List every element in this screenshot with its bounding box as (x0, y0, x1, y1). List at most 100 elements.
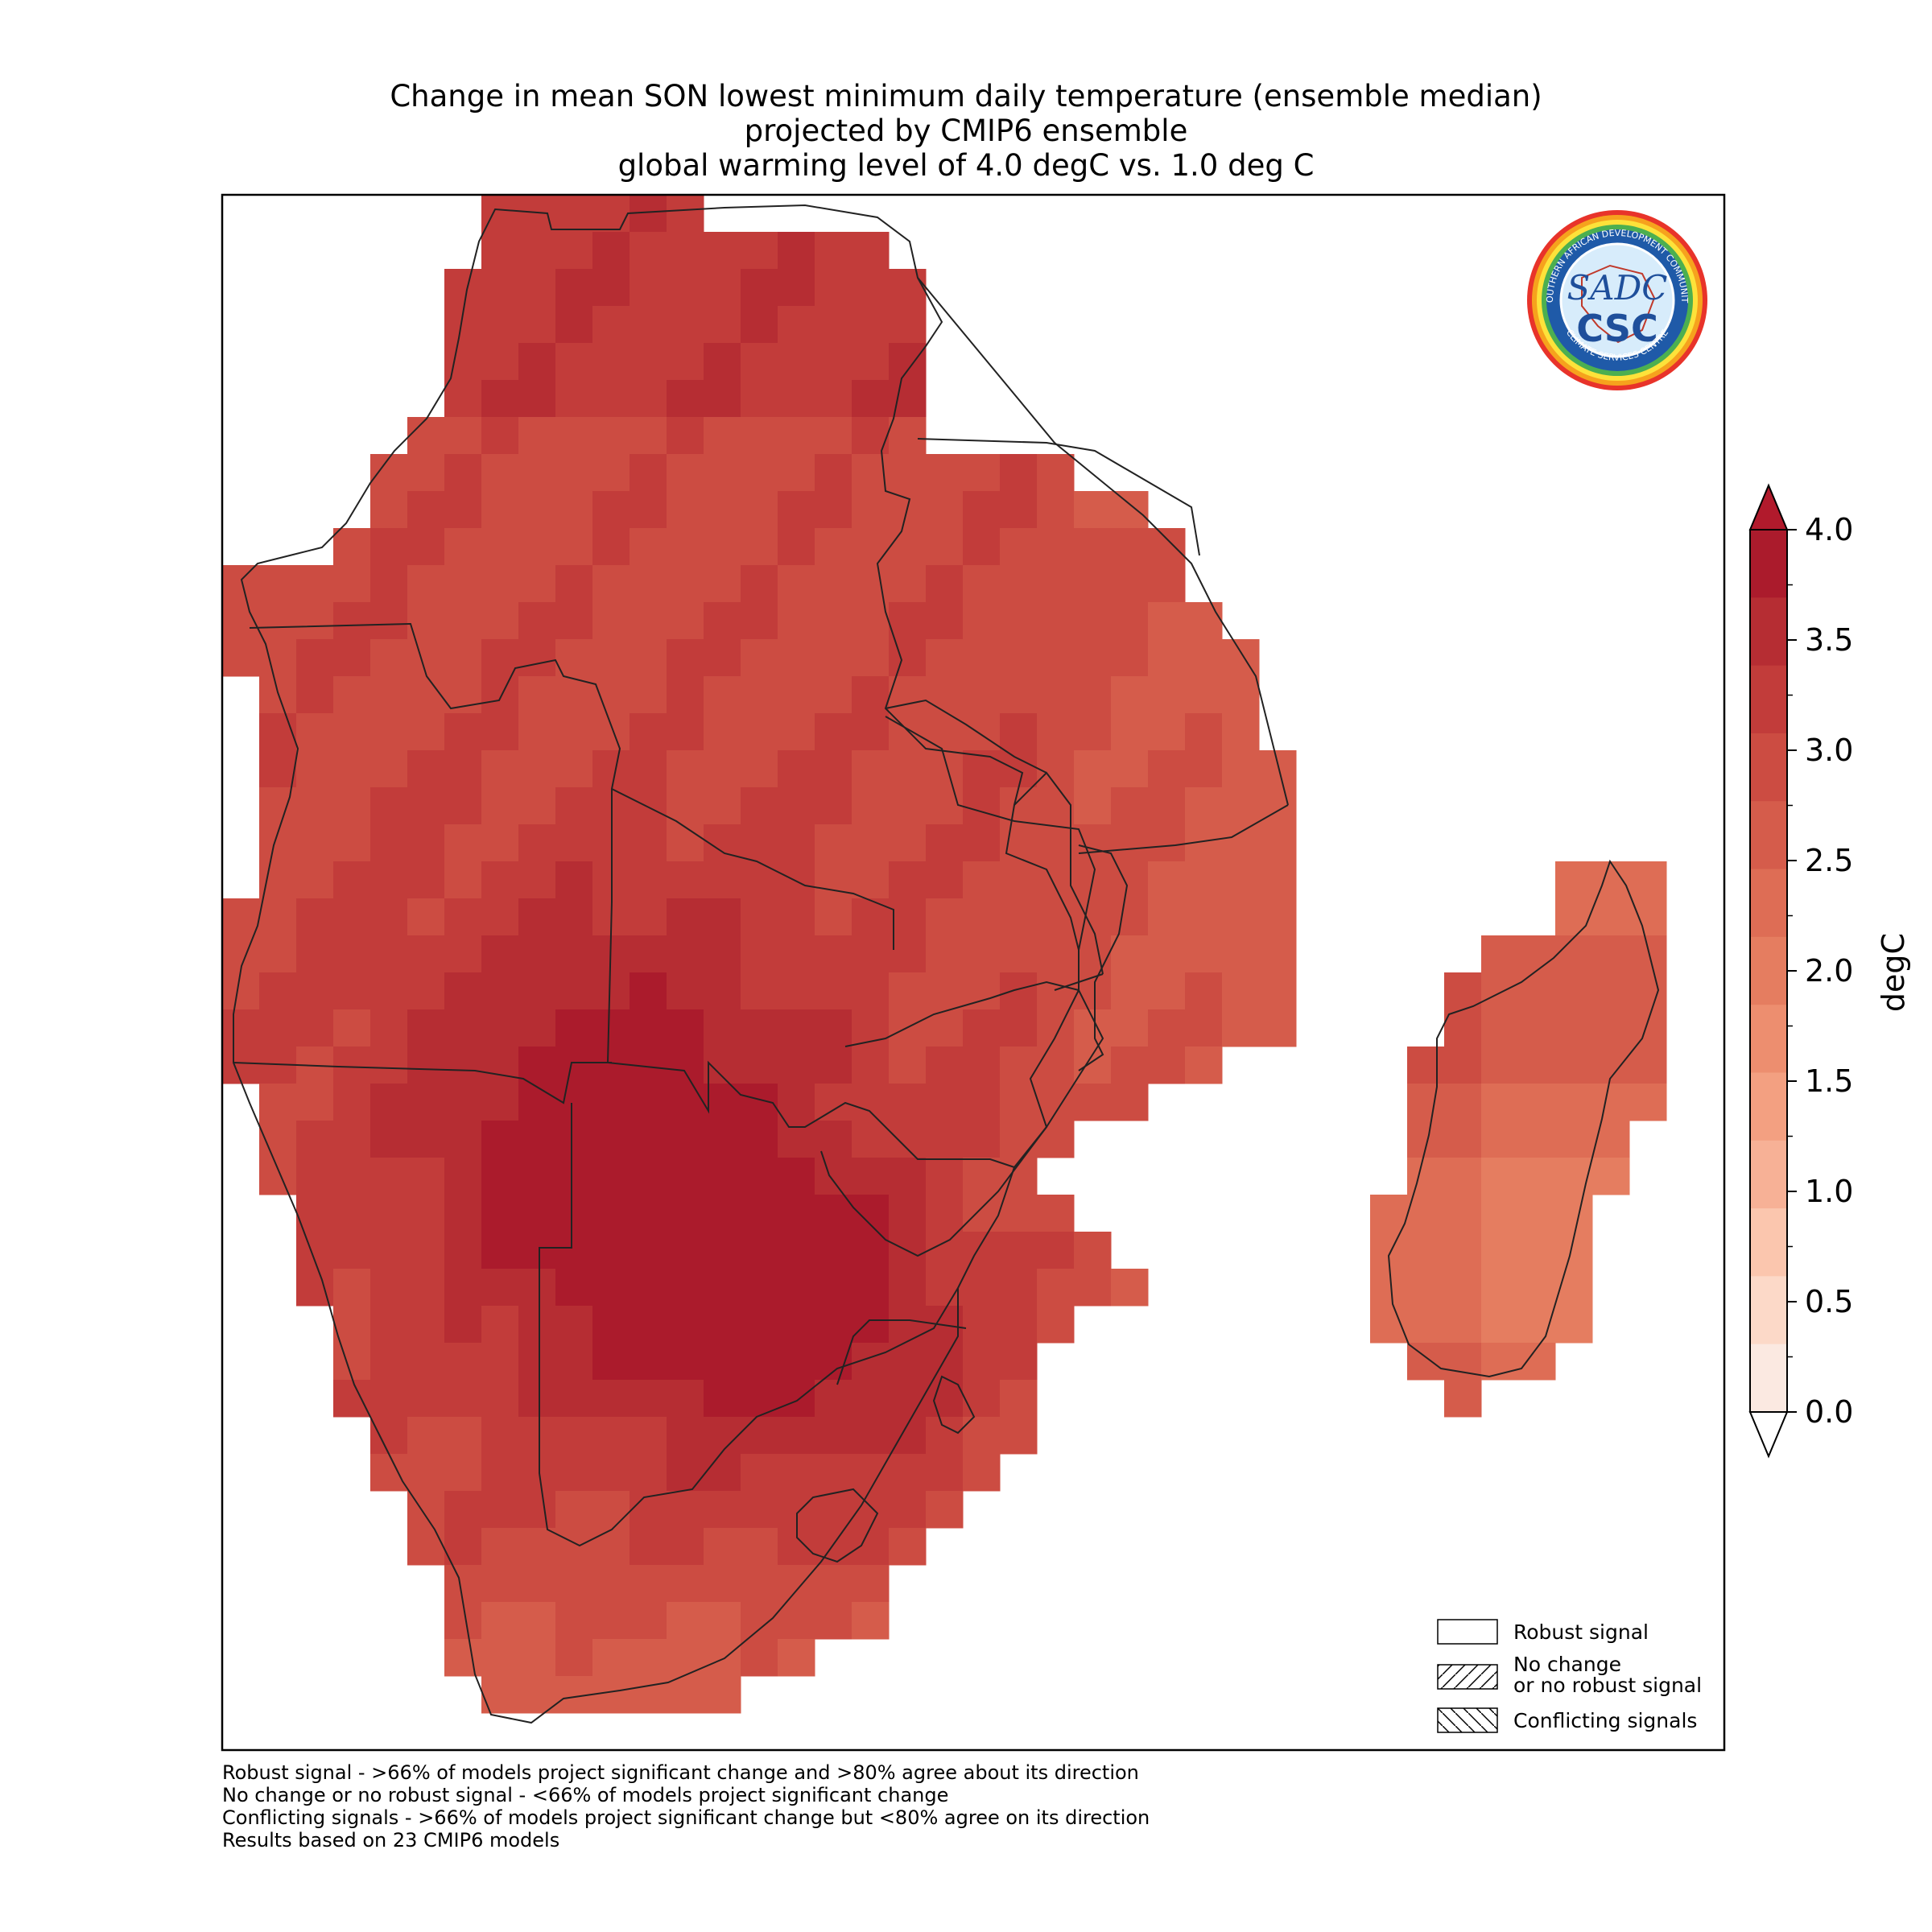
grid-cell (926, 454, 964, 492)
grid-cell (1037, 1306, 1075, 1344)
grid-cell (1148, 972, 1186, 1010)
grid-cell (815, 306, 852, 344)
grid-cell (667, 269, 704, 307)
grid-cell (1518, 972, 1556, 1010)
grid-cell (778, 1380, 815, 1418)
grid-cell (889, 639, 927, 677)
grid-cell (555, 1417, 593, 1455)
grid-cell (889, 343, 927, 381)
grid-cell (1111, 861, 1149, 899)
grid-cell (1148, 1009, 1186, 1047)
grid-cell (1629, 898, 1667, 936)
grid-cell (1444, 1195, 1482, 1232)
logo-acronym-sadc: SADC (1567, 268, 1668, 308)
grid-cell (630, 972, 667, 1010)
grid-cell (741, 898, 778, 936)
grid-cell (926, 1269, 964, 1307)
grid-cell (963, 676, 1001, 714)
grid-cell (1148, 824, 1186, 862)
colorbar-band (1750, 936, 1787, 1005)
grid-cell (481, 1491, 519, 1529)
grid-cell (407, 1306, 445, 1344)
grid-cell (815, 1306, 852, 1344)
grid-cell (1407, 1158, 1445, 1195)
grid-cell (1148, 787, 1186, 825)
grid-cell (889, 1195, 927, 1232)
grid-cell (926, 1195, 964, 1232)
grid-cell (667, 491, 704, 529)
grid-cell (1185, 676, 1223, 714)
grid-cell (555, 1343, 593, 1381)
colorbar-band (1750, 1005, 1787, 1073)
grid-cell (481, 1121, 519, 1158)
grid-cell (555, 417, 593, 455)
grid-cell (815, 1195, 852, 1232)
grid-cell (407, 491, 445, 529)
grid-cell (815, 824, 852, 862)
grid-cell (444, 528, 482, 566)
grid-cell (555, 713, 593, 751)
colorbar-tick-label: 1.0 (1805, 1174, 1853, 1209)
grid-cell (592, 380, 630, 418)
grid-cell (1629, 1084, 1667, 1121)
grid-cell (926, 824, 964, 862)
grid-cell (518, 898, 556, 936)
grid-cell (778, 528, 815, 566)
grid-cell (630, 491, 667, 529)
grid-cell (852, 1380, 890, 1418)
grid-cell (481, 195, 519, 233)
grid-cell (1555, 1046, 1593, 1084)
grid-cell (592, 1676, 630, 1714)
grid-cell (481, 417, 519, 455)
grid-cell (1111, 1269, 1149, 1307)
grid-cell (592, 454, 630, 492)
grid-cell (1185, 1009, 1223, 1047)
grid-cell (1407, 1343, 1445, 1381)
grid-cell (741, 491, 778, 529)
grid-cell (370, 639, 408, 677)
grid-cell (1555, 1084, 1593, 1121)
grid-cell (778, 1639, 815, 1677)
grid-cell (667, 1232, 704, 1269)
grid-cell (630, 787, 667, 825)
grid-cell (1148, 1046, 1186, 1084)
grid-cell (333, 1084, 371, 1121)
grid-cell (1037, 602, 1075, 640)
grid-cell (741, 1121, 778, 1158)
grid-cell (1444, 1380, 1482, 1418)
grid-cell (741, 1454, 778, 1492)
grid-cell (407, 750, 445, 788)
grid-cell (704, 1232, 741, 1269)
grid-cell (1592, 1121, 1630, 1158)
grid-cell (1000, 1232, 1038, 1269)
grid-cell (592, 565, 630, 603)
grid-cell (481, 1639, 519, 1677)
grid-cell (741, 417, 778, 455)
grid-cell (370, 454, 408, 492)
grid-cell (518, 1639, 556, 1677)
grid-cell (222, 1046, 260, 1084)
grid-cell (667, 1158, 704, 1195)
grid-cell (444, 602, 482, 640)
grid-cell (444, 972, 482, 1010)
grid-cell (407, 1046, 445, 1084)
grid-cell (667, 417, 704, 455)
grid-cell (1444, 1084, 1482, 1121)
grid-cell (815, 1232, 852, 1269)
grid-cell (518, 1528, 556, 1566)
grid-cell (592, 269, 630, 307)
grid-cell (667, 306, 704, 344)
grid-cell (370, 935, 408, 973)
grid-cell (296, 750, 334, 788)
grid-cell (407, 1158, 445, 1195)
grid-cell (852, 1602, 890, 1640)
grid-cell (296, 898, 334, 936)
grid-cell (481, 528, 519, 566)
grid-cell (815, 491, 852, 529)
legend-label-robust: Robust signal (1513, 1620, 1649, 1644)
grid-cell (1037, 1046, 1075, 1084)
grid-cell (926, 898, 964, 936)
grid-cell (778, 269, 815, 307)
grid-cell (555, 343, 593, 381)
colorbar-band (1750, 733, 1787, 802)
